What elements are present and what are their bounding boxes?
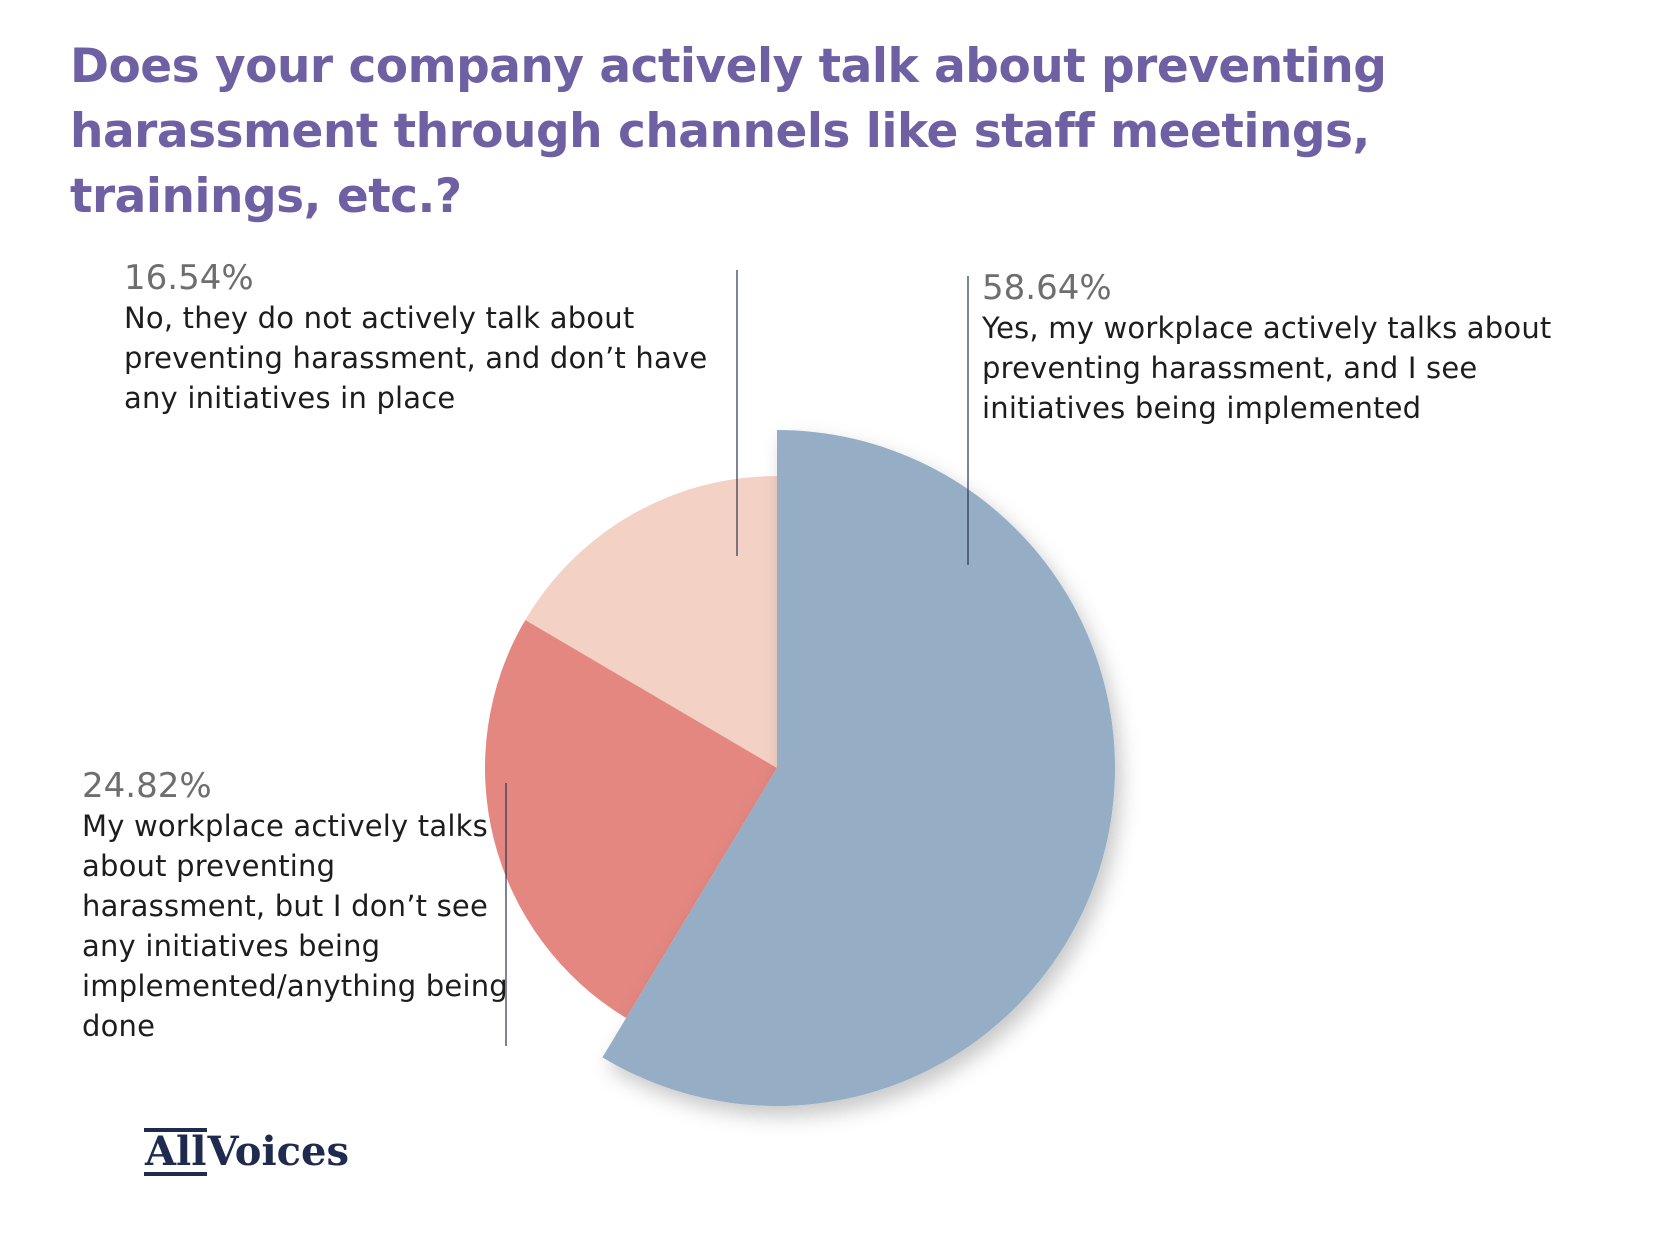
slice-label-no: 16.54% No, they do not actively talk abo… [124,258,744,418]
slice-label-talks-no-initiatives: 24.82% My workplace actively talks about… [82,766,512,1046]
chart-title: Does your company actively talk about pr… [70,39,1387,224]
logo-text-voices: Voices [207,1128,349,1175]
pie-slice-no [525,476,777,768]
logo-text-all: All [144,1128,208,1176]
slice-value-label: 24.82% [82,766,212,806]
slice-value-label: 16.54% [124,258,254,298]
slice-label-yes: 58.64% Yes, my workplace actively talks … [982,268,1622,428]
slice-category-label: Yes, my workplace actively talks about p… [982,311,1552,425]
slice-value-label: 58.64% [982,268,1112,308]
slice-category-label: My workplace actively talks about preven… [82,809,508,1043]
pie-slice-talk-no-initiatives [484,619,777,1019]
pie-slice-yes [602,430,1115,1107]
allvoices-logo: AllVoices [144,1128,349,1176]
slice-category-label: No, they do not actively talk about prev… [124,301,708,415]
